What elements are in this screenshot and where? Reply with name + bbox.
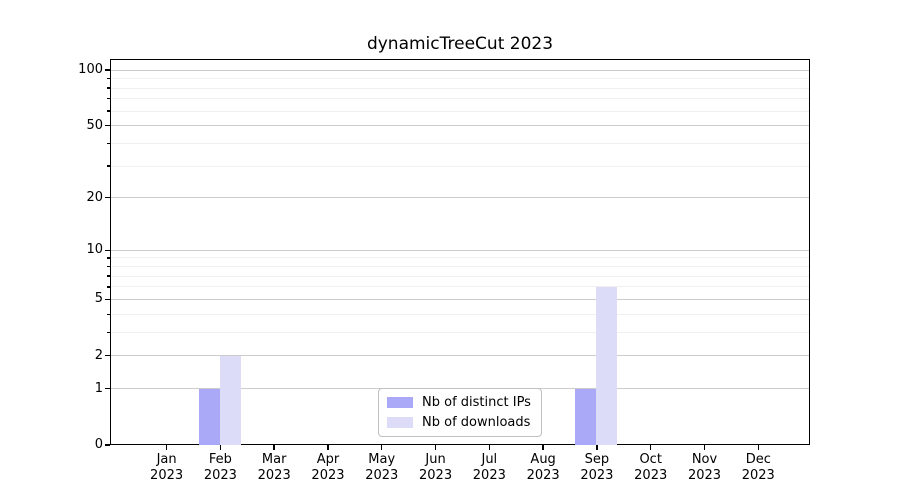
legend-item-downloads: Nb of downloads	[387, 415, 531, 430]
legend-label-downloads: Nb of downloads	[422, 415, 531, 430]
y-tick-label: 1	[94, 380, 103, 396]
y-tick-label: 100	[78, 62, 103, 78]
y-tick-label: 2	[94, 347, 103, 363]
x-axis-tick	[650, 445, 652, 450]
chart-title: dynamicTreeCut 2023	[366, 34, 554, 54]
x-tick-label: Jul 2023	[472, 452, 506, 483]
distinct-ips-swatch	[387, 397, 413, 408]
x-axis-tick	[434, 445, 437, 450]
y-tick-label: 10	[86, 242, 103, 258]
y-tick-label: 0	[94, 437, 103, 452]
legend-label-distinct-ips: Nb of distinct IPs	[422, 395, 531, 410]
x-axis-tick	[381, 445, 383, 450]
x-axis-tick	[327, 445, 329, 450]
x-axis-tick	[273, 445, 275, 450]
downloads-swatch	[387, 417, 413, 428]
x-tick-label: Jan 2023	[150, 452, 184, 483]
x-tick-label: Aug 2023	[526, 452, 560, 483]
x-tick-label: Jun 2023	[419, 452, 453, 483]
y-tick-label: 50	[86, 117, 103, 133]
x-tick-label: Feb 2023	[203, 452, 237, 483]
x-axis-tick	[757, 445, 759, 450]
x-tick-label: May 2023	[365, 452, 399, 483]
x-tick-label: Sep 2023	[580, 452, 614, 483]
x-tick-label: Apr 2023	[311, 452, 345, 483]
y-tick-label: 20	[86, 189, 103, 205]
x-axis-tick	[219, 445, 222, 450]
legend-item-distinct-ips: Nb of distinct IPs	[387, 395, 531, 410]
plot-area-border	[110, 59, 810, 445]
x-axis-tick	[542, 445, 544, 450]
x-axis-tick	[596, 445, 598, 450]
y-tick-label: 5	[94, 291, 103, 307]
x-tick-label: Mar 2023	[257, 452, 291, 483]
x-axis-tick	[165, 445, 168, 450]
x-tick-label: Oct 2023	[634, 452, 668, 483]
x-axis-tick	[488, 445, 491, 450]
x-axis-tick	[703, 445, 706, 450]
x-tick-label: Dec 2023	[741, 452, 775, 483]
x-tick-label: Nov 2023	[687, 452, 722, 483]
chart-legend: Nb of distinct IPs Nb of downloads	[378, 388, 542, 437]
